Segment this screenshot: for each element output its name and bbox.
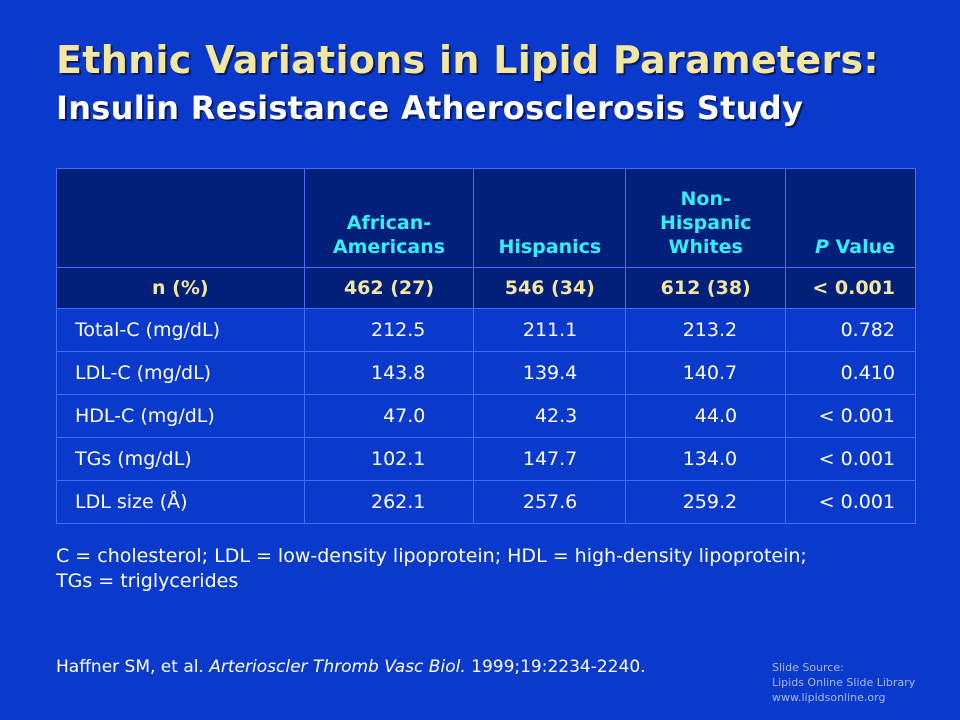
reference-journal: Arterioscler Thromb Vasc Biol.: [209, 657, 466, 677]
table-row-n: n (%) 462 (27) 546 (34) 612 (38) < 0.001: [56, 267, 916, 309]
cell-p-value: 0.782: [785, 308, 916, 352]
cell-p-value: < 0.001: [785, 437, 916, 481]
cell-hispanics: 211.1: [473, 308, 627, 352]
n-label: n (%): [56, 267, 305, 309]
header-p-value: P Value: [785, 168, 916, 268]
header-hispanics: Hispanics: [473, 168, 627, 268]
table-row: HDL-C (mg/dL) 47.0 42.3 44.0 < 0.001: [56, 394, 916, 438]
footnote-line-1: C = cholesterol; LDL = low-density lipop…: [56, 545, 807, 567]
table-row: LDL-C (mg/dL) 143.8 139.4 140.7 0.410: [56, 351, 916, 395]
cell-p-value: < 0.001: [785, 480, 916, 524]
n-non-hispanic-whites: 612 (38): [625, 267, 787, 309]
cell-hispanics: 147.7: [473, 437, 627, 481]
cell-non-hispanic-whites: 259.2: [625, 480, 787, 524]
p-label: P: [815, 236, 829, 258]
n-hispanics: 546 (34): [473, 267, 627, 309]
header-african-americans: African- Americans: [303, 168, 475, 268]
cell-african-americans: 102.1: [303, 437, 475, 481]
table-row: TGs (mg/dL) 102.1 147.7 134.0 < 0.001: [56, 437, 916, 481]
row-label: LDL-C (mg/dL): [56, 351, 305, 395]
abbreviations-footnote: C = cholesterol; LDL = low-density lipop…: [56, 544, 936, 594]
n-african-americans: 462 (27): [303, 267, 475, 309]
cell-p-value: < 0.001: [785, 394, 916, 438]
slide-title: Ethnic Variations in Lipid Parameters:: [56, 38, 879, 82]
cell-hispanics: 42.3: [473, 394, 627, 438]
source-label: Slide Source:: [772, 661, 844, 674]
row-label: TGs (mg/dL): [56, 437, 305, 481]
table-row: Total-C (mg/dL) 212.5 211.1 213.2 0.782: [56, 308, 916, 352]
cell-p-value: 0.410: [785, 351, 916, 395]
value-label: Value: [835, 236, 895, 258]
cell-african-americans: 212.5: [303, 308, 475, 352]
n-p-value: < 0.001: [785, 267, 916, 309]
slide-subtitle: Insulin Resistance Atherosclerosis Study: [56, 89, 804, 127]
cell-african-americans: 47.0: [303, 394, 475, 438]
cell-non-hispanic-whites: 213.2: [625, 308, 787, 352]
cell-african-americans: 143.8: [303, 351, 475, 395]
reference-authors: Haffner SM, et al.: [56, 657, 210, 677]
table-row: LDL size (Å) 262.1 257.6 259.2 < 0.001: [56, 480, 916, 524]
cell-non-hispanic-whites: 140.7: [625, 351, 787, 395]
reference: Haffner SM, et al. Arterioscler Thromb V…: [56, 657, 646, 677]
slide-source: Slide Source: Lipids Online Slide Librar…: [772, 660, 915, 705]
cell-african-americans: 262.1: [303, 480, 475, 524]
cell-non-hispanic-whites: 134.0: [625, 437, 787, 481]
row-label: HDL-C (mg/dL): [56, 394, 305, 438]
source-library: Lipids Online Slide Library: [772, 676, 916, 689]
row-label: Total-C (mg/dL): [56, 308, 305, 352]
lipid-table: African- Americans Hispanics Non- Hispanic…: [56, 168, 916, 524]
cell-hispanics: 139.4: [473, 351, 627, 395]
footnote-line-2: TGs = triglycerides: [56, 570, 239, 592]
header-empty: [56, 168, 305, 268]
header-non-hispanic-whites: Non- Hispanic Whites: [625, 168, 787, 268]
cell-non-hispanic-whites: 44.0: [625, 394, 787, 438]
table-header-row: African- Americans Hispanics Non- Hispanic…: [56, 168, 916, 268]
cell-hispanics: 257.6: [473, 480, 627, 524]
reference-citation: 1999;19:2234-2240.: [465, 657, 646, 677]
source-url: www.lipidsonline.org: [772, 691, 886, 704]
row-label: LDL size (Å): [56, 480, 305, 524]
